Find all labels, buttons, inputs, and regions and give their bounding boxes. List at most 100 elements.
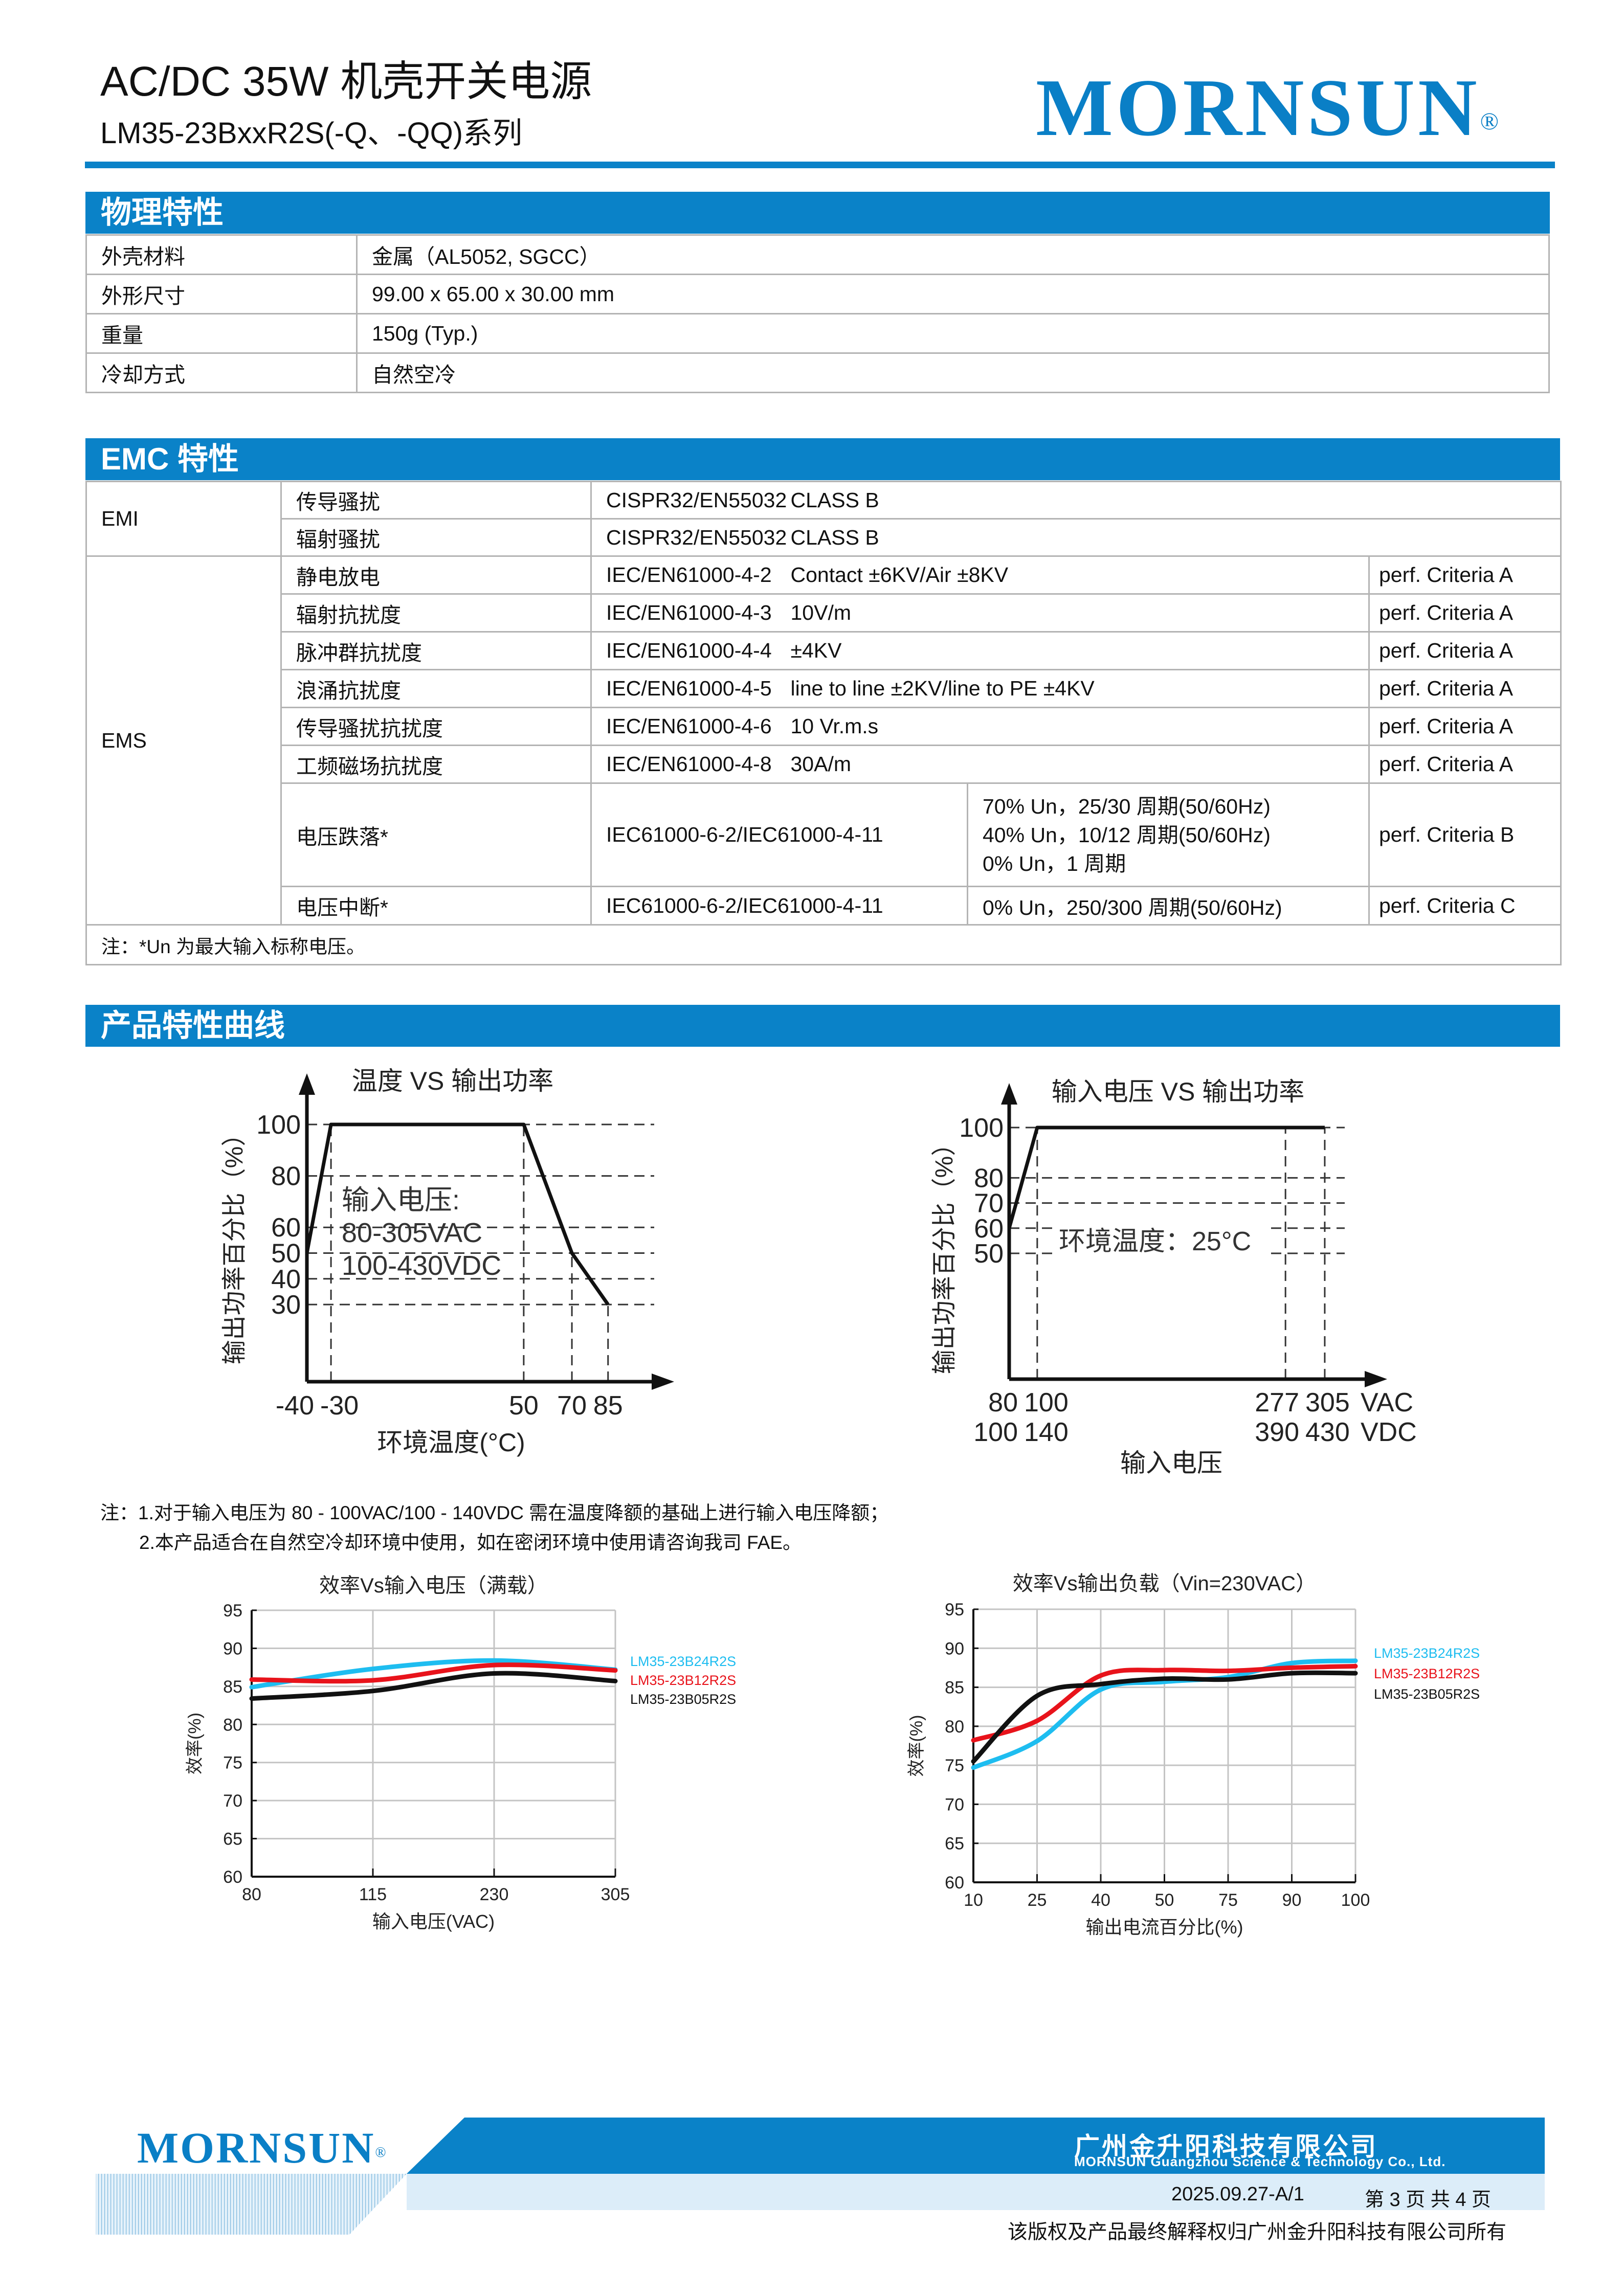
annotation-line: 100-430VDC (342, 1250, 501, 1281)
series-line-lm35-23b05r2s (971, 1670, 1358, 1764)
x-tick-label-vdc: 430 (1305, 1417, 1350, 1447)
item: 传导骚扰 (280, 481, 592, 520)
x-tick-label: 85 (593, 1391, 623, 1421)
legend-label: LM35-23B24R2S (1374, 1646, 1480, 1661)
value: line to line ±2KV/line to PE ±4KV (790, 669, 1370, 708)
item: 浪涌抗扰度 (280, 669, 592, 708)
table-row: 辐射骚扰 CISPR32/EN55032 CLASS B (86, 518, 1562, 557)
value: 0% Un，250/300 周期(50/60Hz) (967, 886, 1370, 926)
y-tick-label: 80 (223, 1715, 242, 1735)
y-axis-arrow (1001, 1083, 1017, 1105)
section-header-curves: 产品特性曲线 (85, 1005, 1560, 1047)
derating-curve (1007, 1126, 1325, 1229)
y-tick-label: 60 (223, 1867, 242, 1887)
table-row: 外壳材料 金属（AL5052, SGCC） (85, 234, 1550, 275)
value: CLASS B (790, 481, 1562, 520)
item: 工频磁场抗扰度 (280, 745, 592, 784)
legend-label: LM35-23B05R2S (630, 1692, 736, 1707)
table-row: EMS 静电放电 IEC/EN61000-4-2 Contact ±6KV/Ai… (85, 555, 1562, 926)
item: 静电放电 (280, 555, 592, 595)
y-tick-label: 50 (271, 1239, 301, 1269)
x-tick-label: 100 (1341, 1890, 1370, 1910)
table-row: 浪涌抗扰度 IEC/EN61000-4-5 line to line ±2KV/… (86, 669, 1562, 708)
row-value: 自然空冷 (356, 352, 1550, 393)
x-tick-label: 115 (359, 1885, 387, 1904)
x-tick-label: 10 (964, 1890, 983, 1910)
x-unit-vac: VAC (1361, 1388, 1413, 1417)
derating-curve (305, 1122, 610, 1306)
emc-note: 注：*Un 为最大输入标称电压。 (85, 924, 1562, 965)
row-label: 重量 (85, 313, 358, 354)
x-tick-label-vac: 100 (1024, 1388, 1069, 1417)
value: 10V/m (790, 593, 1370, 633)
y-tick-label: 80 (945, 1717, 964, 1737)
y-tick-label: 100 (256, 1110, 301, 1140)
y-tick-label: 90 (223, 1639, 242, 1658)
document-title: AC/DC 35W 机壳开关电源 (100, 58, 592, 105)
row-label: 外壳材料 (85, 234, 358, 275)
dip-line: 40% Un，10/12 周期(50/60Hz) (983, 823, 1271, 847)
item: 辐射抗扰度 (280, 593, 592, 633)
table-row: 电压跌落* IEC61000-6-2/IEC61000-4-11 70% Un，… (86, 782, 1562, 887)
ems-label: EMS (85, 555, 282, 926)
curve-note-2: 2.本产品适合在自然空冷却环境中使用，如在密闭环境中使用请咨询我司 FAE。 (139, 1532, 802, 1553)
standard: IEC61000-6-2/IEC61000-4-11 (590, 782, 968, 887)
footer-logo-text: MORNSUN (137, 2123, 375, 2172)
x-tick-label: -30 (320, 1391, 359, 1421)
legend-label: LM35-23B24R2S (630, 1654, 736, 1669)
emc-table: EMI 传导骚扰 CISPR32/EN55032 CLASS B 辐射骚扰 CI… (85, 481, 1562, 965)
y-axis-label: 输出功率百分比（%） (221, 1122, 248, 1365)
series-line-lm35-23b12r2s (971, 1663, 1358, 1743)
y-tick-label: 75 (223, 1753, 242, 1773)
y-tick-label: 65 (945, 1834, 964, 1854)
standard: IEC/EN61000-4-2 (590, 555, 791, 595)
table-row: 冷却方式 自然空冷 (85, 352, 1550, 393)
x-tick-label-vac: 80 (988, 1388, 1018, 1417)
value: 10 Vr.m.s (790, 707, 1370, 746)
y-tick-label: 90 (945, 1639, 964, 1658)
logo-text: MORNSUN (1036, 62, 1480, 153)
item: 辐射骚扰 (280, 518, 592, 557)
annotation-line: 输入电压: (342, 1185, 460, 1215)
y-tick-label: 70 (974, 1189, 1004, 1219)
y-tick-label: 65 (223, 1830, 242, 1849)
x-tick-label-vdc: 100 (973, 1417, 1018, 1447)
x-tick-label: 75 (1218, 1890, 1238, 1910)
standard: IEC61000-6-2/IEC61000-4-11 (590, 886, 968, 926)
y-tick-label: 80 (271, 1162, 301, 1191)
table-row: 工频磁场抗扰度 IEC/EN61000-4-8 30A/m perf. Crit… (86, 745, 1562, 784)
x-tick-label: 90 (1282, 1890, 1302, 1910)
footer-logo: MORNSUN® (137, 2122, 388, 2173)
x-tick-label-vac: 305 (1305, 1388, 1350, 1417)
table-row: 外形尺寸 99.00 x 65.00 x 30.00 mm (85, 274, 1550, 314)
annotation-line: 80-305VAC (342, 1218, 482, 1248)
y-tick-label: 60 (974, 1214, 1004, 1244)
annotation-background (1054, 1223, 1269, 1259)
y-tick-label: 50 (974, 1239, 1004, 1269)
x-tick-label: 25 (1028, 1890, 1047, 1910)
y-tick-label: 95 (945, 1600, 964, 1619)
criteria: perf. Criteria A (1368, 631, 1562, 670)
row-value: 99.00 x 65.00 x 30.00 mm (356, 274, 1550, 314)
legend-label: LM35-23B12R2S (630, 1673, 736, 1688)
standard: IEC/EN61000-4-8 (590, 745, 791, 784)
item: 电压跌落* (280, 782, 592, 887)
revision-date: 2025.09.27-A/1 (1171, 2184, 1304, 2205)
criteria: perf. Criteria C (1368, 886, 1562, 926)
dip-values: 70% Un，25/30 周期(50/60Hz) 40% Un，10/12 周期… (967, 782, 1370, 887)
x-tick-label: 80 (242, 1885, 261, 1904)
item: 脉冲群抗扰度 (280, 631, 592, 670)
series-line-lm35-23b12r2s (249, 1662, 618, 1684)
x-tick-label: 40 (1091, 1890, 1110, 1910)
x-tick-label: 70 (557, 1391, 587, 1421)
y-tick-label: 85 (223, 1677, 242, 1697)
value: CLASS B (790, 518, 1562, 557)
series-line-lm35-23b24r2s (249, 1658, 618, 1690)
x-tick-label-vdc: 390 (1255, 1417, 1299, 1447)
chart-title: 效率Vs输入电压（满载） (319, 1574, 548, 1597)
y-axis-label: 输出功率百分比（%） (931, 1132, 958, 1375)
y-tick-label: 60 (945, 1873, 964, 1893)
x-axis-label: 输入电压 (1120, 1449, 1222, 1477)
item: 电压中断* (280, 886, 592, 926)
criteria: perf. Criteria A (1368, 555, 1562, 595)
